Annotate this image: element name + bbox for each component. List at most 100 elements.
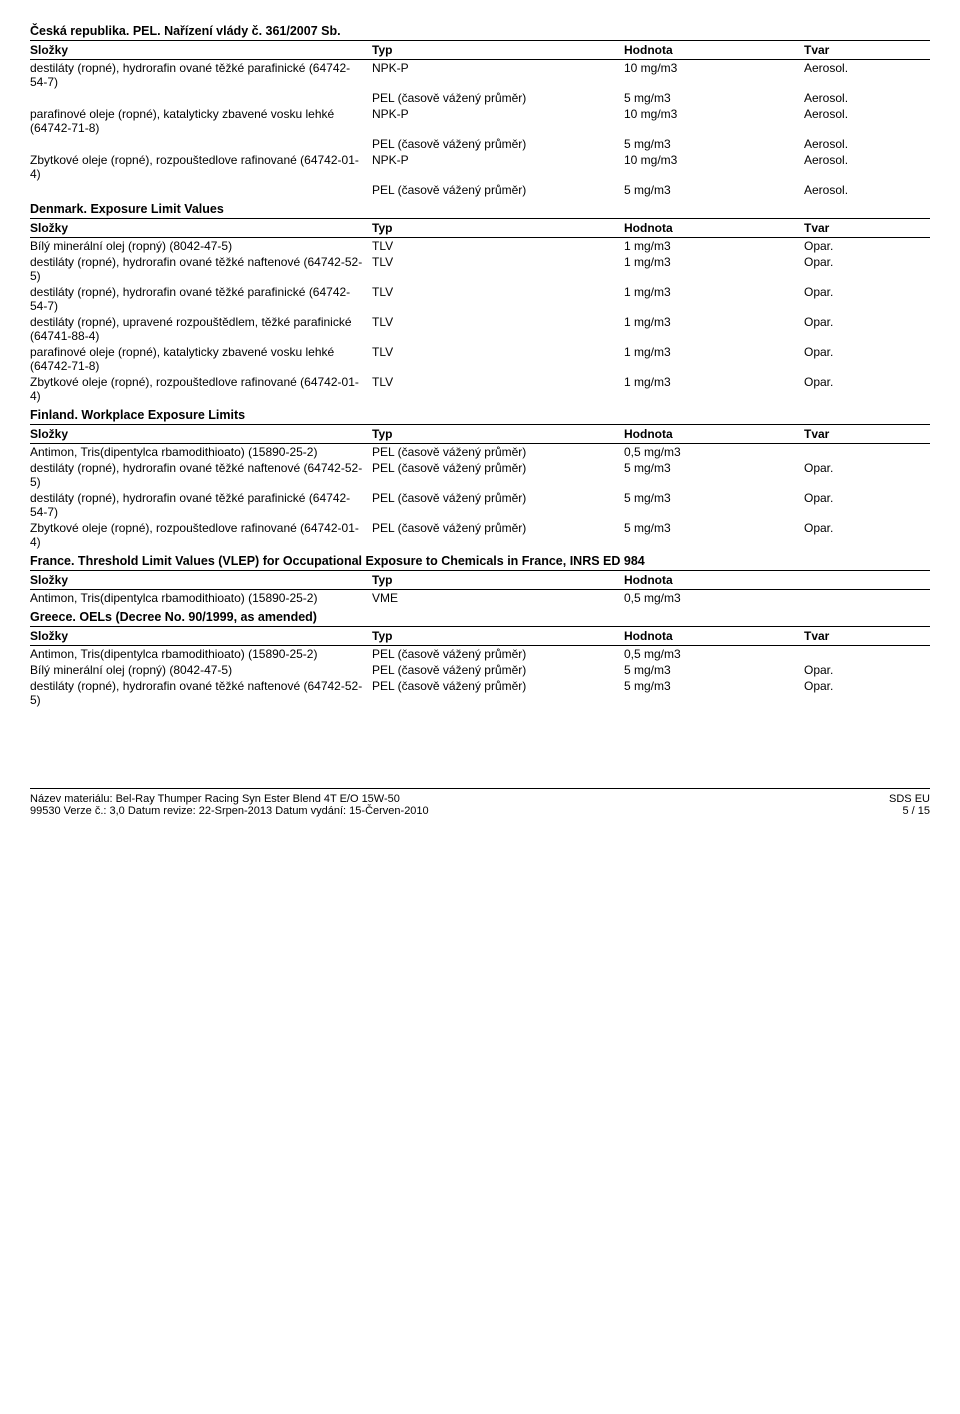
head-comp: Složky (30, 427, 372, 441)
cell-typ: VME (372, 591, 624, 605)
cell-val: 10 mg/m3 (624, 107, 804, 135)
cell-val: 5 mg/m3 (624, 91, 804, 105)
table-row: parafinové oleje (ropné), katalyticky zb… (30, 106, 930, 136)
cell-comp (30, 91, 372, 105)
table-row: Antimon, Tris(dipentylca rbamodithioato)… (30, 590, 930, 606)
head-comp: Složky (30, 629, 372, 643)
cell-comp: destiláty (ropné), upravené rozpouštědle… (30, 315, 372, 343)
cell-typ: TLV (372, 255, 624, 283)
table-row: destiláty (ropné), hydrorafin ované těžk… (30, 678, 930, 708)
table-head-dk: Složky Typ Hodnota Tvar (30, 218, 930, 238)
cell-typ: PEL (časově vážený průměr) (372, 445, 624, 459)
table-row: Zbytkové oleje (ropné), rozpouštedlove r… (30, 520, 930, 550)
cell-typ: PEL (časově vážený průměr) (372, 679, 624, 707)
cell-comp: destiláty (ropné), hydrorafin ované těžk… (30, 491, 372, 519)
cell-typ: PEL (časově vážený průměr) (372, 663, 624, 677)
table-row: destiláty (ropné), hydrorafin ované těžk… (30, 490, 930, 520)
cell-form: Aerosol. (804, 153, 930, 181)
cell-comp: Zbytkové oleje (ropné), rozpouštedlove r… (30, 375, 372, 403)
cell-val: 5 mg/m3 (624, 461, 804, 489)
head-form: Tvar (804, 629, 930, 643)
footer-material-name: Název materiálu: Bel-Ray Thumper Racing … (30, 793, 429, 805)
cell-typ: TLV (372, 375, 624, 403)
table-row: destiláty (ropné), hydrorafin ované těžk… (30, 284, 930, 314)
cell-form: Opar. (804, 491, 930, 519)
cell-val: 1 mg/m3 (624, 315, 804, 343)
cell-form: Aerosol. (804, 137, 930, 151)
cell-typ: NPK-P (372, 153, 624, 181)
head-val: Hodnota (624, 573, 930, 587)
cell-comp: destiláty (ropné), hydrorafin ované těžk… (30, 255, 372, 283)
cell-form: Opar. (804, 239, 930, 253)
head-typ: Typ (372, 573, 624, 587)
cell-typ: PEL (časově vážený průměr) (372, 491, 624, 519)
cell-val: 5 mg/m3 (624, 137, 804, 151)
cell-typ: PEL (časově vážený průměr) (372, 183, 624, 197)
table-row: parafinové oleje (ropné), katalyticky zb… (30, 344, 930, 374)
cell-form: Aerosol. (804, 91, 930, 105)
head-typ: Typ (372, 43, 624, 57)
cell-comp: Antimon, Tris(dipentylca rbamodithioato)… (30, 647, 372, 661)
cell-typ: TLV (372, 315, 624, 343)
cell-form (804, 445, 930, 459)
cell-typ: TLV (372, 285, 624, 313)
head-form: Tvar (804, 43, 930, 57)
head-form: Tvar (804, 221, 930, 235)
cell-comp: destiláty (ropné), hydrorafin ované těžk… (30, 679, 372, 707)
table-head-fr: Složky Typ Hodnota (30, 570, 930, 590)
cell-comp: parafinové oleje (ropné), katalyticky zb… (30, 345, 372, 373)
table-row: Zbytkové oleje (ropné), rozpouštedlove r… (30, 374, 930, 404)
cell-val: 1 mg/m3 (624, 375, 804, 403)
table-head-fi: Složky Typ Hodnota Tvar (30, 424, 930, 444)
head-val: Hodnota (624, 221, 804, 235)
cell-val: 1 mg/m3 (624, 255, 804, 283)
table-row: destiláty (ropné), hydrorafin ované těžk… (30, 460, 930, 490)
cell-form: Aerosol. (804, 183, 930, 197)
cell-typ: PEL (časově vážený průměr) (372, 137, 624, 151)
cell-val: 0,5 mg/m3 (624, 647, 804, 661)
cell-form: Opar. (804, 255, 930, 283)
footer-sds: SDS EU (889, 793, 930, 805)
cell-form: Aerosol. (804, 107, 930, 135)
cell-form: Opar. (804, 663, 930, 677)
head-val: Hodnota (624, 43, 804, 57)
cell-comp: Bílý minerální olej (ropný) (8042-47-5) (30, 663, 372, 677)
cell-val: 10 mg/m3 (624, 61, 804, 89)
cell-val: 5 mg/m3 (624, 183, 804, 197)
table-row: PEL (časově vážený průměr) 5 mg/m3 Aeros… (30, 182, 930, 198)
cell-form: Opar. (804, 375, 930, 403)
table-row: Zbytkové oleje (ropné), rozpouštedlove r… (30, 152, 930, 182)
cell-typ: PEL (časově vážený průměr) (372, 521, 624, 549)
cell-comp: Antimon, Tris(dipentylca rbamodithioato)… (30, 445, 372, 459)
cell-typ: NPK-P (372, 61, 624, 89)
cell-typ: NPK-P (372, 107, 624, 135)
cell-form: Opar. (804, 679, 930, 707)
cell-val: 5 mg/m3 (624, 521, 804, 549)
cell-comp (30, 137, 372, 151)
head-val: Hodnota (624, 427, 804, 441)
head-comp: Složky (30, 573, 372, 587)
cell-comp: Zbytkové oleje (ropné), rozpouštedlove r… (30, 153, 372, 181)
table-row: Bílý minerální olej (ropný) (8042-47-5) … (30, 238, 930, 254)
cell-typ: PEL (časově vážený průměr) (372, 461, 624, 489)
table-row: destiláty (ropné), hydrorafin ované těžk… (30, 254, 930, 284)
cell-val: 5 mg/m3 (624, 679, 804, 707)
cell-typ: PEL (časově vážený průměr) (372, 91, 624, 105)
page-footer: Název materiálu: Bel-Ray Thumper Racing … (30, 788, 930, 817)
head-typ: Typ (372, 221, 624, 235)
cell-val: 1 mg/m3 (624, 285, 804, 313)
table-row: destiláty (ropné), hydrorafin ované těžk… (30, 60, 930, 90)
cell-form: Opar. (804, 285, 930, 313)
head-typ: Typ (372, 629, 624, 643)
head-val: Hodnota (624, 629, 804, 643)
cell-form: Opar. (804, 315, 930, 343)
cell-val: 1 mg/m3 (624, 239, 804, 253)
section-title-dk: Denmark. Exposure Limit Values (30, 202, 930, 216)
head-comp: Složky (30, 43, 372, 57)
table-head-gr: Složky Typ Hodnota Tvar (30, 626, 930, 646)
section-title-fr: France. Threshold Limit Values (VLEP) fo… (30, 554, 930, 568)
footer-version-line: 99530 Verze č.: 3,0 Datum revize: 22-Srp… (30, 805, 429, 817)
cell-val: 5 mg/m3 (624, 663, 804, 677)
cell-val: 5 mg/m3 (624, 491, 804, 519)
section-title-gr: Greece. OELs (Decree No. 90/1999, as ame… (30, 610, 930, 624)
